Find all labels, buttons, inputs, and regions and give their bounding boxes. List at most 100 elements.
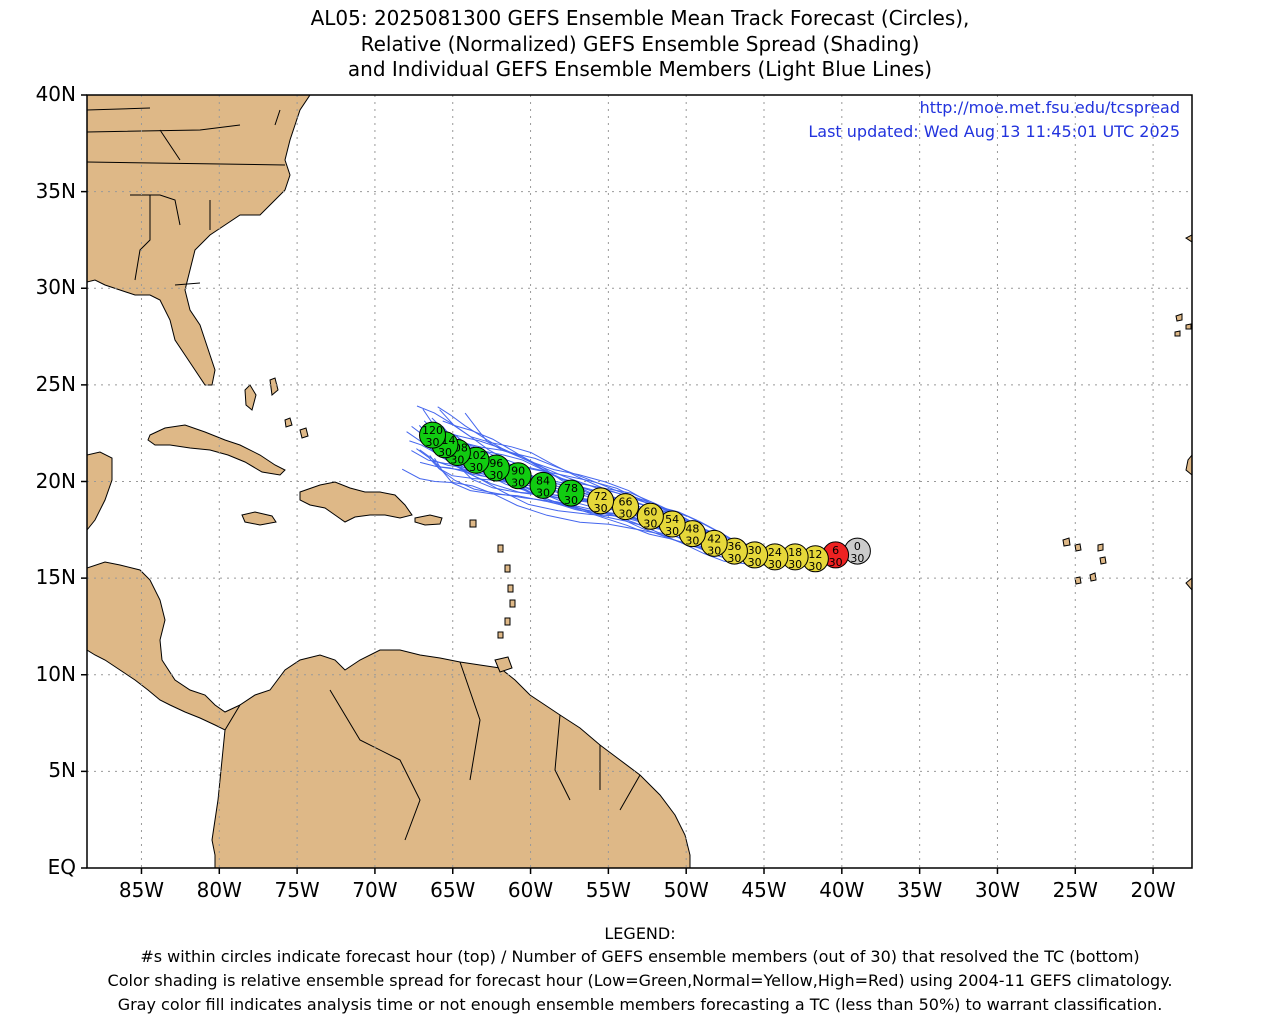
lon-label: 80W — [196, 878, 242, 902]
member-count-label: 30 — [426, 436, 440, 449]
lon-label: 25W — [1052, 878, 1098, 902]
forecast-hour-label: 36 — [727, 540, 741, 553]
forecast-hour-label: 78 — [564, 482, 578, 495]
track-point-hour-6: 630 — [822, 541, 850, 569]
member-track-line — [448, 442, 858, 561]
chart-title-line-2: Relative (Normalized) GEFS Ensemble Spre… — [360, 32, 920, 56]
forecast-hour-label: 6 — [832, 544, 839, 557]
forecast-hour-label: 18 — [788, 546, 802, 559]
forecast-hour-label: 12 — [808, 548, 822, 561]
lon-label: 45W — [741, 878, 787, 902]
lon-label: 55W — [585, 878, 631, 902]
chart-title-line-3: and Individual GEFS Ensemble Members (Li… — [347, 57, 933, 81]
lat-label: 30N — [35, 275, 76, 300]
lon-label: 30W — [974, 878, 1021, 902]
member-track-line — [442, 420, 858, 558]
forecast-hour-label: 42 — [707, 532, 721, 545]
member-count-label: 30 — [469, 461, 483, 474]
track-circle — [636, 502, 664, 530]
member-count-label: 30 — [511, 477, 525, 490]
track-point-hour-0: 030 — [843, 537, 871, 565]
land-jamaica — [241, 511, 277, 526]
lon-label: 40W — [819, 878, 865, 902]
forecast-hour-label: 24 — [768, 546, 782, 559]
lat-label: 25N — [35, 371, 76, 396]
lon-label: 60W — [507, 878, 554, 902]
forecast-hour-label: 30 — [748, 544, 762, 557]
lat-label: 5N — [48, 758, 76, 783]
lon-label: 85W — [118, 878, 165, 902]
forecast-hour-label: 60 — [643, 505, 657, 518]
land-south-america — [211, 649, 691, 868]
forecast-hour-label: 0 — [854, 540, 861, 553]
forecast-hour-label: 72 — [594, 490, 608, 503]
land-masses — [87, 95, 1192, 868]
legend-line-1: #s within circles indicate forecast hour… — [140, 947, 1140, 966]
lon-label: 75W — [274, 878, 320, 902]
lon-label: 70W — [352, 878, 398, 902]
member-count-label: 30 — [536, 486, 550, 499]
lat-label: 40N — [35, 82, 76, 106]
member-count-label: 30 — [594, 502, 608, 515]
land-cuba — [147, 424, 286, 476]
lon-label: 20W — [1130, 878, 1176, 902]
forecast-hour-label: 90 — [511, 465, 525, 478]
land-puerto-rico — [414, 514, 443, 526]
forecast-hour-label: 54 — [665, 513, 679, 526]
lat-label: EQ — [47, 855, 76, 879]
last-updated: Last updated: Wed Aug 13 11:45:01 UTC 20… — [808, 122, 1180, 141]
forecast-hour-label: 96 — [489, 457, 503, 470]
member-count-label: 30 — [685, 535, 699, 548]
member-count-label: 30 — [748, 556, 762, 569]
member-count-label: 30 — [829, 556, 843, 569]
mean-track-circles: 0306301230183024303030363042304830543060… — [419, 421, 871, 573]
member-count-label: 30 — [727, 552, 741, 565]
land-lesser-antilles — [469, 519, 516, 639]
member-count-label: 30 — [808, 560, 822, 573]
legend-line-3: Gray color fill indicates analysis time … — [117, 995, 1163, 1014]
lat-label: 10N — [35, 661, 76, 686]
land-africa-edge — [1185, 234, 1192, 591]
state-borders — [87, 107, 641, 841]
forecast-hour-label: 84 — [536, 474, 550, 487]
land-trinidad — [494, 656, 513, 673]
land-central-america — [87, 451, 266, 731]
member-count-label: 30 — [450, 454, 464, 467]
member-count-label: 30 — [564, 494, 578, 507]
forecast-hour-label: 66 — [618, 496, 632, 509]
land-bahamas — [244, 377, 309, 439]
member-count-label: 30 — [643, 517, 657, 530]
member-count-label: 30 — [665, 525, 679, 538]
source-url: http://moe.met.fsu.edu/tcspread — [919, 98, 1180, 117]
legend-heading: LEGEND: — [604, 924, 676, 943]
member-track-line — [418, 425, 858, 560]
member-count-label: 30 — [438, 446, 452, 459]
track-circle — [587, 487, 615, 515]
land-north-america — [87, 95, 311, 386]
member-count-label: 30 — [850, 552, 864, 565]
lon-label: 65W — [430, 878, 476, 902]
member-count-label: 30 — [618, 508, 632, 521]
lat-label: 15N — [35, 565, 76, 590]
member-count-label: 30 — [788, 558, 802, 571]
member-track-line — [416, 405, 858, 558]
track-circle — [419, 421, 447, 449]
forecast-hour-label: 48 — [685, 523, 699, 536]
chart-title-line-1: AL05: 2025081300 GEFS Ensemble Mean Trac… — [310, 6, 970, 30]
lat-label: 20N — [35, 468, 76, 493]
track-circle — [557, 479, 585, 507]
land-hispaniola — [299, 481, 413, 523]
